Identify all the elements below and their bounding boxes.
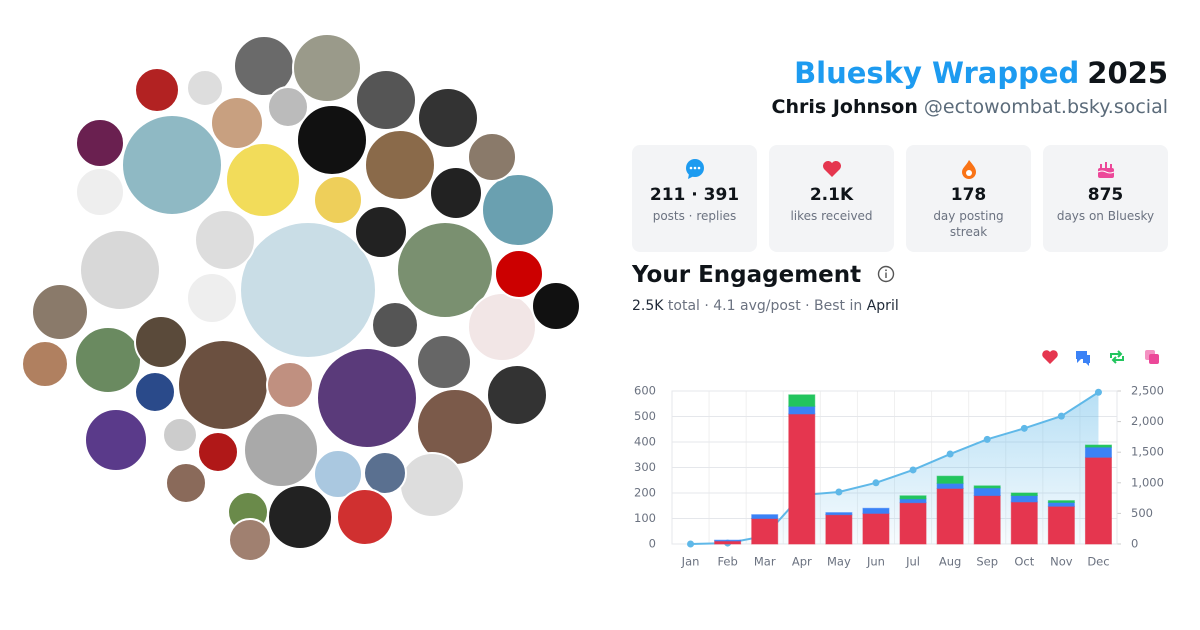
avatars bbox=[21, 33, 581, 562]
y-tick-label: 100 bbox=[634, 511, 656, 525]
line-point bbox=[983, 435, 991, 443]
bar-segment bbox=[1084, 456, 1112, 545]
bar-segment bbox=[936, 482, 964, 489]
bar-segment bbox=[825, 512, 853, 516]
legend-icon bbox=[1110, 350, 1124, 364]
stat-card: 2.1K likes received bbox=[769, 145, 894, 252]
y-tick-label: 600 bbox=[634, 384, 656, 398]
bar-segment bbox=[973, 495, 1001, 545]
title: Bluesky Wrapped 2025 bbox=[794, 56, 1168, 90]
section-title-text: Your Engagement bbox=[632, 262, 862, 288]
flame-icon bbox=[961, 160, 976, 179]
y-tick-label: 200 bbox=[634, 486, 656, 500]
stat-value: 875 bbox=[1087, 185, 1124, 205]
stat-card: 211 · 391 posts · replies bbox=[632, 145, 757, 252]
stat-value: 178 bbox=[950, 185, 987, 205]
y2-tick-label: 500 bbox=[1131, 506, 1153, 520]
brand: Bluesky Wrapped bbox=[794, 56, 1080, 90]
legend-icon bbox=[1076, 351, 1090, 366]
chart: 0 100 200 300 400 500 600 0 500 1,000 1,500 2,000 2,… bbox=[634, 350, 1164, 569]
bar-segment bbox=[936, 487, 964, 545]
x-tick-label: May bbox=[827, 555, 851, 569]
stat-label: likes received bbox=[790, 209, 873, 223]
x-tick-label: Jun bbox=[866, 555, 885, 569]
x-tick-label: Apr bbox=[792, 555, 812, 569]
bar-segment bbox=[788, 405, 816, 415]
bar-segment bbox=[1047, 500, 1075, 503]
user-name: Chris Johnson bbox=[771, 96, 918, 118]
line-point bbox=[687, 540, 695, 548]
line-point bbox=[872, 479, 880, 487]
y2-tick-label: 1,000 bbox=[1131, 475, 1164, 489]
avatar-cluster bbox=[21, 33, 581, 562]
y2-tick-label: 1,500 bbox=[1131, 445, 1164, 459]
bar-segment bbox=[973, 487, 1001, 497]
y-tick-label: 0 bbox=[649, 537, 656, 551]
bar-segment bbox=[899, 498, 927, 504]
bar-segment bbox=[1010, 492, 1038, 497]
stat-label: days on Bluesky bbox=[1056, 209, 1155, 223]
y-tick-label: 500 bbox=[634, 409, 656, 423]
stat-value: 2.1K bbox=[809, 185, 854, 205]
y2-tick-label: 0 bbox=[1131, 537, 1138, 551]
legend-icon bbox=[1149, 354, 1159, 364]
y-tick-label: 400 bbox=[634, 435, 656, 449]
x-tick-label: Jul bbox=[905, 555, 920, 569]
section-title: Your Engagement bbox=[632, 262, 895, 288]
section-subtitle: 2.5K total · 4.1 avg/post · Best in Apri… bbox=[632, 298, 899, 314]
y2-tick-label: 2,500 bbox=[1131, 384, 1164, 398]
x-tick-label: Feb bbox=[717, 555, 737, 569]
x-tick-label: Jan bbox=[681, 555, 700, 569]
info-icon[interactable] bbox=[877, 265, 895, 283]
x-tick-label: Mar bbox=[754, 555, 776, 569]
x-tick-label: Oct bbox=[1014, 555, 1034, 569]
bar-segment bbox=[751, 514, 779, 520]
bar-segment bbox=[1010, 495, 1038, 503]
line-point bbox=[1094, 388, 1102, 396]
bar-segment bbox=[1047, 505, 1075, 545]
bar-segment bbox=[973, 485, 1001, 489]
user-handle: @ectowombat.bsky.social bbox=[923, 96, 1168, 118]
x-tick-label: Dec bbox=[1087, 555, 1109, 569]
bar-segment bbox=[714, 539, 742, 542]
stat-value: 211 · 391 bbox=[649, 185, 740, 205]
user: Chris Johnson @ectowombat.bsky.social bbox=[772, 96, 1168, 118]
bar-segment bbox=[862, 512, 890, 545]
best-month: April bbox=[866, 298, 899, 314]
x-tick-label: Nov bbox=[1050, 555, 1073, 569]
bar-segment bbox=[825, 514, 853, 545]
bar-segment bbox=[899, 502, 927, 545]
legend-icon bbox=[1042, 350, 1058, 364]
bar-segment bbox=[1010, 501, 1038, 545]
line-point bbox=[946, 450, 954, 458]
year: 2025 bbox=[1087, 56, 1168, 90]
x-tick-label: Aug bbox=[939, 555, 961, 569]
bar-segment bbox=[788, 394, 816, 407]
line-point bbox=[1020, 424, 1028, 432]
bar-segment bbox=[1047, 501, 1075, 507]
bar-segment bbox=[1084, 446, 1112, 458]
line-point bbox=[909, 466, 917, 474]
bar-segment bbox=[862, 507, 890, 514]
bar-segment bbox=[936, 475, 964, 484]
bar-segment bbox=[788, 413, 816, 545]
line-point bbox=[835, 488, 843, 496]
bar-segment bbox=[1084, 444, 1112, 448]
bar-segment bbox=[751, 518, 779, 545]
y-tick-label: 300 bbox=[634, 460, 656, 474]
heart-icon bbox=[822, 161, 841, 177]
x-tick-label: Sep bbox=[976, 555, 998, 569]
stat-label: posts · replies bbox=[652, 209, 737, 223]
summary: total · 4.1 avg/post · Best in bbox=[667, 298, 863, 314]
line-point bbox=[1057, 412, 1065, 420]
stat-card: 875 days on Bluesky bbox=[1043, 145, 1168, 252]
total: 2.5K bbox=[632, 298, 664, 314]
chat-icon bbox=[685, 159, 704, 179]
cake-icon bbox=[1097, 162, 1114, 178]
bar-segment bbox=[899, 495, 927, 500]
y2-tick-label: 2,000 bbox=[1131, 414, 1164, 428]
stat-card: 178 day posting streak bbox=[906, 145, 1031, 252]
stat-label: day posting streak bbox=[933, 209, 1004, 239]
